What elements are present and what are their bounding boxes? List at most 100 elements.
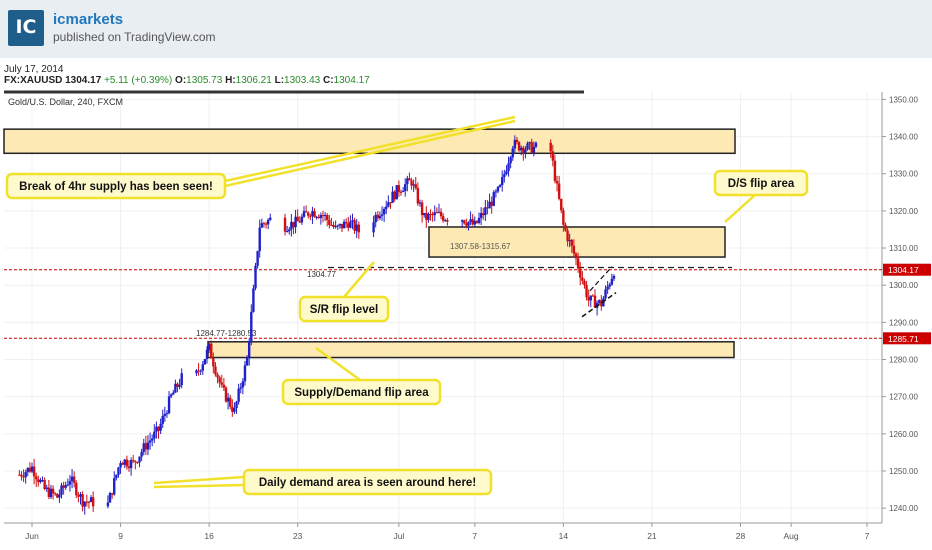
candle-body: [79, 494, 82, 497]
candle-body: [427, 213, 430, 220]
sd-zone-label: 1284.77-1280.53: [196, 329, 257, 338]
candle-body: [469, 219, 472, 222]
candle-body: [233, 408, 236, 412]
candle-body: [62, 485, 65, 488]
candle-body: [429, 213, 432, 215]
candle-body: [315, 216, 318, 218]
candle-body: [199, 370, 202, 372]
icmarkets-logo-icon[interactable]: IC: [8, 10, 44, 46]
candle-body: [129, 460, 133, 469]
candle-body: [494, 191, 498, 193]
candle-body: [58, 494, 61, 498]
publisher-header: IC icmarkets published on TradingView.co…: [0, 0, 932, 58]
candle-body: [197, 370, 200, 372]
candle-body: [159, 423, 162, 431]
chart-date: July 17, 2014: [4, 64, 64, 75]
candle-body: [372, 222, 375, 233]
publisher-name[interactable]: icmarkets: [53, 11, 124, 28]
candle-body: [517, 142, 521, 151]
chart-title: Gold/U.S. Dollar, 240, FXCM: [8, 97, 123, 107]
candle-body: [357, 224, 361, 233]
candle-body: [56, 493, 59, 498]
candle-body: [290, 221, 293, 230]
y-tick-label: 1340.00: [889, 133, 918, 142]
candle-body: [534, 142, 538, 147]
plot-area: [4, 92, 882, 523]
close-label: C:: [322, 75, 334, 86]
candle-body: [64, 485, 67, 488]
candle-body: [446, 220, 449, 222]
x-tick-label: Aug: [784, 531, 799, 541]
y-tick-label: 1240.00: [889, 504, 918, 513]
candle-body: [203, 359, 207, 365]
y-tick-label: 1310.00: [889, 244, 918, 253]
sr-flip-callout-pointer: [343, 261, 375, 298]
candle-body: [258, 227, 261, 252]
candle-body: [344, 221, 348, 224]
candle-body: [399, 191, 403, 193]
candle-body: [553, 160, 557, 181]
candle-body: [75, 482, 78, 496]
break-supply-callout-pointer: [224, 115, 516, 183]
candle-body: [241, 381, 245, 388]
candle-body: [252, 288, 255, 312]
candle-body: [288, 229, 291, 232]
y-tick-label: 1300.00: [889, 281, 918, 290]
candle-body: [146, 442, 150, 450]
candle-body: [431, 214, 434, 216]
candle-body: [408, 178, 411, 181]
candle-body: [486, 207, 489, 209]
candle-body: [410, 180, 413, 186]
candle-body: [585, 284, 588, 298]
candle-body: [441, 216, 445, 221]
candle-body: [142, 443, 145, 452]
candle-body: [336, 225, 339, 227]
candle-body: [304, 211, 308, 213]
candle-body: [269, 217, 272, 220]
candle-body: [505, 171, 508, 175]
candle-body: [87, 501, 91, 503]
y-tick-label: 1270.00: [889, 393, 918, 402]
candle-body: [237, 388, 240, 402]
candle-body: [515, 139, 519, 143]
candle-body: [532, 146, 536, 153]
candle-body: [422, 212, 426, 216]
sd-flip-callout-box: [281, 378, 442, 406]
candle-body: [89, 497, 93, 503]
ds-flip-callout-pointer: [724, 194, 756, 223]
candle-body: [222, 384, 226, 388]
candle-body: [294, 216, 297, 228]
candle-body: [134, 460, 137, 463]
last-price-badge: [883, 263, 931, 276]
candle-body: [587, 297, 590, 301]
candle-body: [471, 219, 474, 225]
x-tick-label: 14: [559, 531, 569, 541]
candle-body: [41, 480, 44, 482]
candle-body: [28, 467, 32, 472]
candle-body: [127, 466, 131, 469]
candle-body: [604, 289, 607, 299]
candle-body: [125, 459, 129, 467]
x-tick-label: 9: [118, 531, 123, 541]
candle-body: [414, 184, 417, 188]
x-tick-label: 21: [647, 531, 657, 541]
candle-body: [378, 215, 382, 219]
candle-body: [113, 478, 116, 495]
candle-body: [397, 185, 401, 192]
candle-body: [425, 212, 428, 220]
candle-body: [334, 226, 337, 228]
published-on-text: published on TradingView.com: [53, 30, 216, 44]
candle-body: [49, 488, 53, 498]
candle-body: [332, 224, 335, 228]
candle-body: [484, 207, 487, 216]
ds-flip-callout-box: [713, 169, 809, 197]
candle-body: [507, 163, 510, 172]
candle-body: [32, 466, 36, 477]
candle-body: [83, 501, 86, 507]
candle-body: [479, 213, 483, 218]
daily-demand-callout-pointer: [153, 475, 245, 485]
x-tick-label: Jun: [25, 531, 39, 541]
candle-body: [568, 239, 571, 242]
candle-body: [591, 295, 595, 297]
